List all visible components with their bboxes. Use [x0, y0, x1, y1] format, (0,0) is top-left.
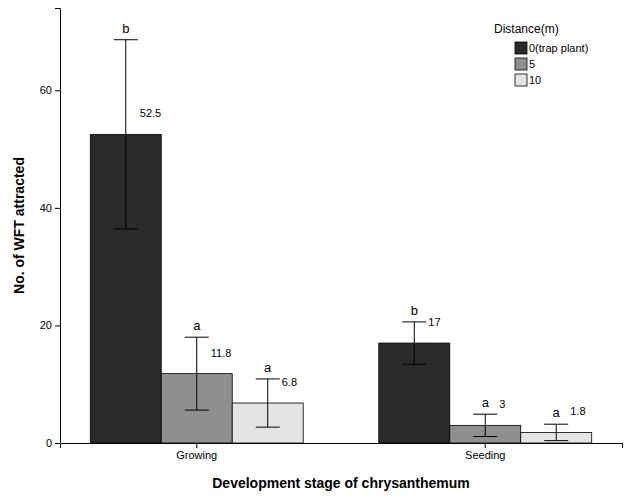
legend-swatch	[515, 58, 527, 70]
x-axis: Growing Seeding	[61, 443, 623, 461]
data-label: 6.8	[282, 376, 297, 388]
chart: 52.5b17b11.8a3a6.8a1.8a0204060GrowingSee…	[0, 0, 629, 504]
y-tick-label: 20	[40, 319, 52, 331]
error-cap	[473, 414, 497, 415]
error-stem	[267, 379, 268, 427]
series	[161, 337, 520, 443]
y-tick-label: 60	[40, 84, 52, 96]
y-tick-mark	[55, 90, 60, 91]
data-label: 3	[499, 398, 505, 410]
significance-letter: a	[193, 318, 201, 333]
legend: Distance(m) 0(trap plant) 5 10	[494, 22, 588, 86]
error-stem	[196, 337, 197, 410]
error-cap	[185, 410, 209, 411]
error-cap	[402, 364, 426, 365]
series	[90, 40, 449, 443]
y-tick: 20	[40, 319, 60, 331]
significance-letter: b	[411, 303, 418, 318]
data-label: 1.8	[570, 405, 585, 417]
error-stem	[556, 424, 557, 440]
y-axis: 0 20 40 60	[40, 9, 61, 450]
x-tick-mark	[485, 443, 486, 448]
data-label: 17	[428, 316, 440, 328]
data-label: 11.8	[211, 347, 232, 359]
x-tick-mark	[196, 443, 197, 448]
y-tick-mark	[55, 443, 60, 444]
legend-swatch	[515, 74, 527, 86]
data-label: 52.5	[140, 107, 161, 119]
error-cap	[185, 337, 209, 338]
error-cap	[114, 39, 138, 40]
error-cap	[402, 321, 426, 322]
x-tick: Growing	[176, 443, 217, 461]
y-tick: 60	[40, 84, 60, 96]
legend-title: Distance(m)	[494, 22, 559, 36]
y-axis-line	[55, 9, 61, 444]
annotations: 52.5b17b11.8a3a6.8a1.8a	[122, 21, 585, 420]
error-stem	[414, 322, 415, 364]
x-tick-label: Seeding	[465, 449, 505, 461]
y-tick: 40	[40, 202, 60, 214]
error-cap	[256, 378, 280, 379]
x-axis-line	[61, 444, 623, 449]
error-bar	[114, 40, 138, 229]
y-axis-title: No. of WFT attracted	[11, 157, 27, 294]
legend-swatch	[515, 42, 527, 54]
error-bar	[544, 424, 568, 440]
legend-entry: 10	[515, 74, 541, 86]
marks	[90, 40, 591, 443]
x-axis-title: Development stage of chrysanthemum	[212, 475, 470, 491]
error-stem	[485, 414, 486, 436]
significance-letter: a	[264, 360, 272, 375]
error-stem	[125, 40, 126, 229]
error-cap	[473, 436, 497, 437]
series	[232, 379, 591, 443]
error-cap	[544, 440, 568, 441]
error-bar	[256, 379, 280, 427]
significance-letter: b	[122, 21, 129, 36]
legend-label: 0(trap plant)	[529, 42, 588, 54]
y-tick-mark	[55, 208, 60, 209]
x-tick: Seeding	[465, 443, 505, 461]
legend-label: 10	[529, 74, 541, 86]
error-cap	[544, 424, 568, 425]
legend-label: 5	[529, 58, 535, 70]
legend-entry: 0(trap plant)	[515, 42, 588, 54]
significance-letter: a	[553, 405, 561, 420]
y-tick-label: 40	[40, 202, 52, 214]
error-bar	[473, 414, 497, 436]
error-cap	[114, 229, 138, 230]
plot: 52.5b17b11.8a3a6.8a1.8a0204060GrowingSee…	[40, 9, 623, 461]
y-tick-label: 0	[46, 437, 52, 449]
legend-entry: 5	[515, 58, 535, 70]
significance-letter: a	[482, 395, 490, 410]
error-cap	[256, 427, 280, 428]
error-bar	[402, 322, 426, 364]
error-bar	[185, 337, 209, 410]
x-tick-label: Growing	[176, 449, 217, 461]
y-tick-mark	[55, 325, 60, 326]
y-tick: 0	[46, 437, 60, 449]
